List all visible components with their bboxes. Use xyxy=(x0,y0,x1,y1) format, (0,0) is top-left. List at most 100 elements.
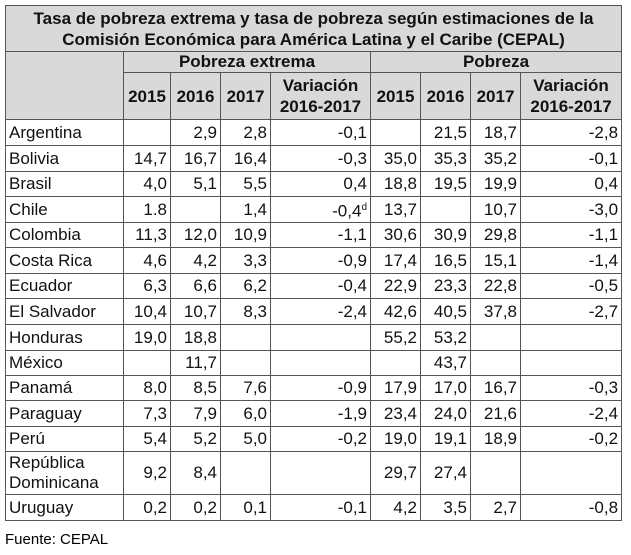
value-cell: -0,8 xyxy=(519,494,623,521)
value-cell: 10,4 xyxy=(123,298,171,325)
country-cell: República Dominicana xyxy=(5,451,124,495)
value-cell: -2,4 xyxy=(519,400,623,427)
data-row: Paraguay 7,3 7,9 6,0 -1,9 23,4 24,0 21,6 -2,4 xyxy=(5,400,623,427)
value-cell: 16,7 xyxy=(470,375,521,401)
value-cell: 5,2 xyxy=(170,426,221,452)
value-cell: -0,4d xyxy=(270,196,371,223)
value-cell: 0,4 xyxy=(270,171,371,197)
value-cell: 30,9 xyxy=(420,222,471,248)
column-header: 2016 xyxy=(170,72,221,120)
value-cell: 8,0 xyxy=(123,375,171,401)
value-cell: 43,7 xyxy=(420,350,471,376)
column-header: 2016 xyxy=(420,72,471,120)
column-header: 2015 xyxy=(123,72,171,120)
data-row: Costa Rica 4,6 4,2 3,3 -0,9 17,4 16,5 15,1 -1,4 xyxy=(5,247,623,274)
value-cell: 18,8 xyxy=(170,324,221,351)
value-cell: 29,7 xyxy=(370,451,421,495)
value-cell: 11,3 xyxy=(123,222,171,248)
value-cell xyxy=(519,350,623,376)
column-header: 2015 xyxy=(370,72,421,120)
value-cell: 21,6 xyxy=(470,400,521,427)
value-cell: 19,0 xyxy=(123,324,171,351)
group-header: Pobreza extrema xyxy=(123,51,371,73)
table-title: Tasa de pobreza extrema y tasa de pobrez… xyxy=(4,5,623,52)
value-cell: 9,2 xyxy=(123,451,171,495)
country-cell: Costa Rica xyxy=(5,247,124,274)
value-cell: 5,1 xyxy=(170,171,221,197)
value-cell: 16,4 xyxy=(220,145,271,172)
data-row: México 11,7 43,7 xyxy=(5,350,623,376)
value-cell: 18,9 xyxy=(470,426,521,452)
data-row: Colombia 11,3 12,0 10,9 -1,1 30,6 30,9 29,8 -1,1 xyxy=(5,222,623,248)
value-cell: 18,8 xyxy=(370,171,421,197)
value-cell xyxy=(370,119,421,146)
value-cell xyxy=(123,119,171,146)
value-cell: 19,5 xyxy=(420,171,471,197)
value-cell: -0,1 xyxy=(270,119,371,146)
value-cell: 4,0 xyxy=(123,171,171,197)
value-cell: 19,0 xyxy=(370,426,421,452)
value-cell: 14,7 xyxy=(123,145,171,172)
value-cell: 3,5 xyxy=(420,494,471,521)
value-cell: 0,4 xyxy=(519,171,623,197)
value-cell: 15,1 xyxy=(470,247,521,274)
value-cell: -2,4 xyxy=(270,298,371,325)
value-cell: 7,6 xyxy=(220,375,271,401)
column-header: Variación 2016-2017 xyxy=(519,72,623,120)
value-cell: 5,0 xyxy=(220,426,271,452)
value-cell: 23,3 xyxy=(420,273,471,299)
value-cell: 2,9 xyxy=(170,119,221,146)
footnote-mark: d xyxy=(361,201,367,213)
data-row: Uruguay 0,2 0,2 0,1 -0,1 4,2 3,5 2,7 -0,8 xyxy=(5,494,623,521)
value-cell: 42,6 xyxy=(370,298,421,325)
value-cell: -2,7 xyxy=(519,298,623,325)
value-cell: -0,1 xyxy=(270,494,371,521)
country-cell: Chile xyxy=(5,196,124,223)
value-cell: -3,0 xyxy=(519,196,623,223)
value-cell xyxy=(220,350,271,376)
value-cell: 6,2 xyxy=(220,273,271,299)
country-cell: Argentina xyxy=(5,119,124,146)
value-cell: -0,3 xyxy=(270,145,371,172)
value-cell: 40,5 xyxy=(420,298,471,325)
value-cell: -0,4 xyxy=(270,273,371,299)
value-cell: 22,8 xyxy=(470,273,521,299)
country-cell: Uruguay xyxy=(5,494,124,521)
value-cell: -2,8 xyxy=(519,119,623,146)
data-row: Brasil 4,0 5,1 5,5 0,4 18,8 19,5 19,9 0,4 xyxy=(5,171,623,197)
value-cell: -1,4 xyxy=(519,247,623,274)
value-cell: 22,9 xyxy=(370,273,421,299)
value-cell: 1.8 xyxy=(123,196,171,223)
value-cell: 3,3 xyxy=(220,247,271,274)
value-cell xyxy=(270,451,371,495)
value-cell: 17,0 xyxy=(420,375,471,401)
data-row: Perú 5,4 5,2 5,0 -0,2 19,0 19,1 18,9 -0,2 xyxy=(5,426,623,452)
country-cell: México xyxy=(5,350,124,376)
value-cell xyxy=(470,451,521,495)
data-row: Panamá 8,0 8,5 7,6 -0,9 17,9 17,0 16,7 -0,3 xyxy=(5,375,623,401)
data-row: Honduras 19,0 18,8 55,2 53,2 xyxy=(5,324,623,351)
value-cell xyxy=(270,324,371,351)
column-header: Variación 2016-2017 xyxy=(270,72,371,120)
value-cell: 2,7 xyxy=(470,494,521,521)
country-cell: Colombia xyxy=(5,222,124,248)
country-cell: Perú xyxy=(5,426,124,452)
value-cell: 16,5 xyxy=(420,247,471,274)
value-cell: 8,4 xyxy=(170,451,221,495)
value-cell: 0,2 xyxy=(170,494,221,521)
value-cell: 6,0 xyxy=(220,400,271,427)
value-cell: 8,3 xyxy=(220,298,271,325)
value-cell: -0,1 xyxy=(519,145,623,172)
value-cell xyxy=(470,350,521,376)
country-cell: Ecuador xyxy=(5,273,124,299)
value-cell: 5,5 xyxy=(220,171,271,197)
country-cell: Panamá xyxy=(5,375,124,401)
value-cell: 17,4 xyxy=(370,247,421,274)
value-cell: -0,5 xyxy=(519,273,623,299)
data-row: El Salvador 10,4 10,7 8,3 -2,4 42,6 40,5 37,8 -2… xyxy=(5,298,623,325)
country-cell: Bolivia xyxy=(5,145,124,172)
value-cell: 10,7 xyxy=(470,196,521,223)
value-cell: 37,8 xyxy=(470,298,521,325)
value-cell xyxy=(519,324,623,351)
